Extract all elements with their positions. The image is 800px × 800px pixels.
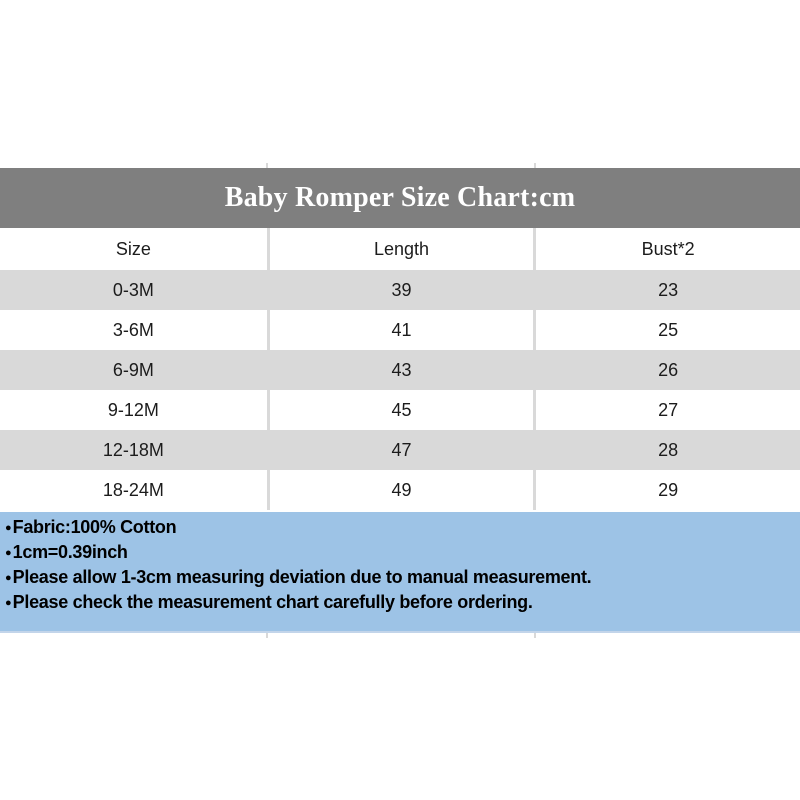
size-table: Size Length Bust*2 0-3M 39 23 3-6M 41 25… [0,228,800,510]
size-cell: 9-12M [107,399,159,420]
bust-cell: 25 [533,310,800,350]
size-cell: 3-6M [112,319,154,340]
table-notes-gap [0,510,800,512]
size-cell: 0-3M [112,279,154,300]
notes-panel: ●Fabric:100% Cotton ●1cm=0.39inch ●Pleas… [0,512,800,633]
length-cell: 47 [266,430,534,470]
bullet-icon: ● [5,547,12,559]
bust-cell: 26 [533,350,800,390]
bust-cell: 28 [533,430,800,470]
table-row: 9-12M 45 27 [0,390,800,430]
bullet-icon: ● [5,572,12,584]
bust-cell: 29 [533,470,800,510]
table-row: 6-9M 43 26 [0,350,800,390]
length-cell: 45 [266,390,534,430]
size-cell: 12-18M [102,439,164,460]
top-whitespace [0,0,800,163]
table-row: 18-24M 49 29 [0,470,800,510]
size-cell: 18-24M [102,479,164,500]
bust-cell: 23 [533,270,800,310]
table-header-row: Size Length Bust*2 [0,228,800,270]
table-row: 0-3M 39 23 [0,270,800,310]
note-fabric: ●Fabric:100% Cotton [5,515,794,540]
column-header-size: Size [115,238,151,259]
bullet-icon: ● [5,522,12,534]
table-row: 3-6M 41 25 [0,310,800,350]
column-header-bust: Bust*2 [533,228,800,270]
note-text: Please allow 1-3cm measuring deviation d… [12,567,592,587]
column-header-length: Length [266,228,534,270]
title-bar: Baby Romper Size Chart:cm [0,168,800,228]
note-text: Please check the measurement chart caref… [12,592,533,612]
note-text: 1cm=0.39inch [12,542,128,562]
grid-line-stub [534,633,536,638]
grid-line-stub [534,163,536,168]
length-cell: 43 [266,350,534,390]
length-cell: 39 [266,270,534,310]
grid-stub-row-bottom [0,633,800,638]
bust-cell: 27 [533,390,800,430]
chart-title: Baby Romper Size Chart:cm [224,182,576,213]
table-row: 12-18M 47 28 [0,430,800,470]
note-deviation: ●Please allow 1-3cm measuring deviation … [5,565,794,590]
grid-line-stub [266,163,268,168]
grid-stub-row-top [0,163,800,168]
length-cell: 41 [266,310,534,350]
bullet-icon: ● [5,597,12,609]
grid-line-stub [266,633,268,638]
note-text: Fabric:100% Cotton [12,517,177,537]
length-cell: 49 [266,470,534,510]
note-conversion: ●1cm=0.39inch [5,540,794,565]
note-check-chart: ●Please check the measurement chart care… [5,590,794,615]
size-cell: 6-9M [112,359,154,380]
